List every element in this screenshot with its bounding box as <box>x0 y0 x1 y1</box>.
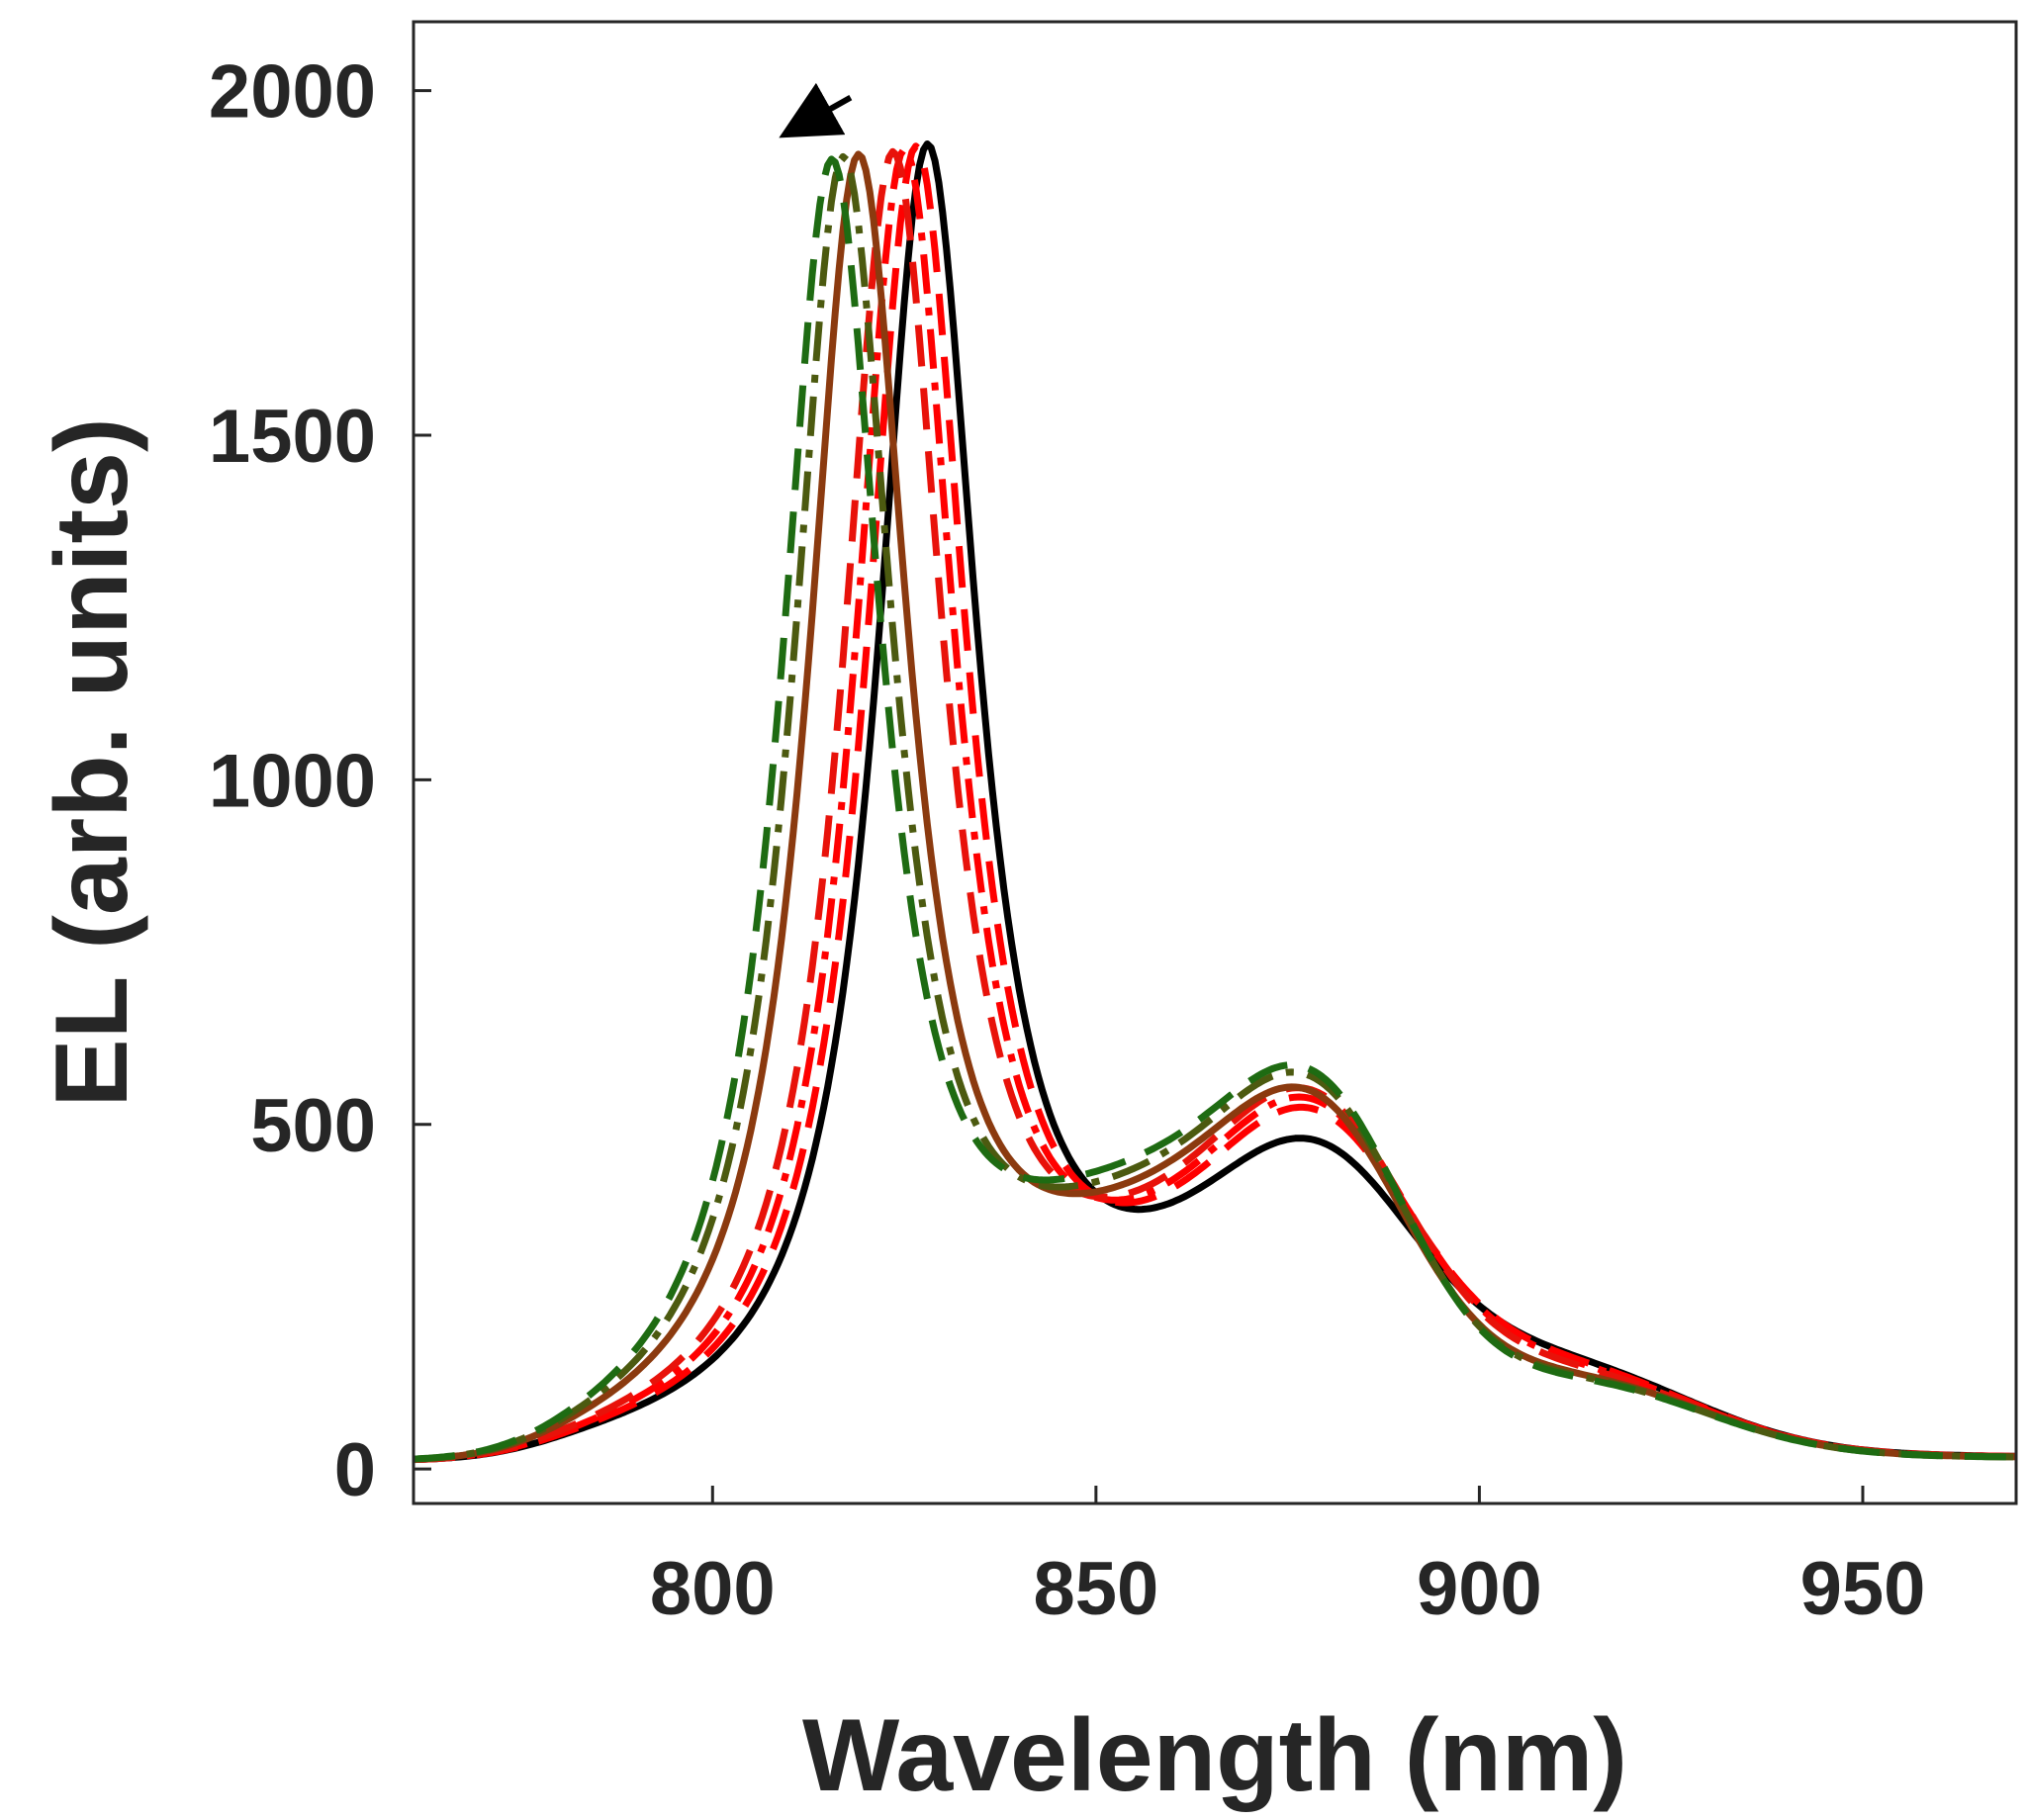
x-axis-label: Wavelength (nm) <box>802 1698 1627 1813</box>
series-line-curve-7 <box>414 155 2016 1463</box>
plot-area <box>414 22 2016 1503</box>
series-line-curve-3 <box>414 145 2016 1463</box>
x-tick-label: 900 <box>1417 1547 1542 1631</box>
y-tick-label: 500 <box>250 1084 376 1168</box>
x-tick-label: 800 <box>650 1547 776 1631</box>
axes-box <box>412 20 2018 1505</box>
y-tick-label: 2000 <box>209 50 376 135</box>
x-tick-label: 850 <box>1033 1547 1158 1631</box>
y-axis-label: EL (arb. units) <box>35 417 149 1107</box>
series-layer <box>414 140 2016 1464</box>
shift-arrow-icon <box>779 82 853 138</box>
series-line-curve-6 <box>414 152 2016 1463</box>
x-ticks: 800 850 900 950 <box>650 1486 1925 1631</box>
x-tick-label: 950 <box>1800 1547 1926 1631</box>
y-tick-label: 1000 <box>209 739 376 823</box>
y-tick-label: 0 <box>334 1428 376 1512</box>
y-tick-label: 1500 <box>209 395 376 479</box>
y-ticks: 0 500 1000 1500 2000 <box>209 50 431 1512</box>
